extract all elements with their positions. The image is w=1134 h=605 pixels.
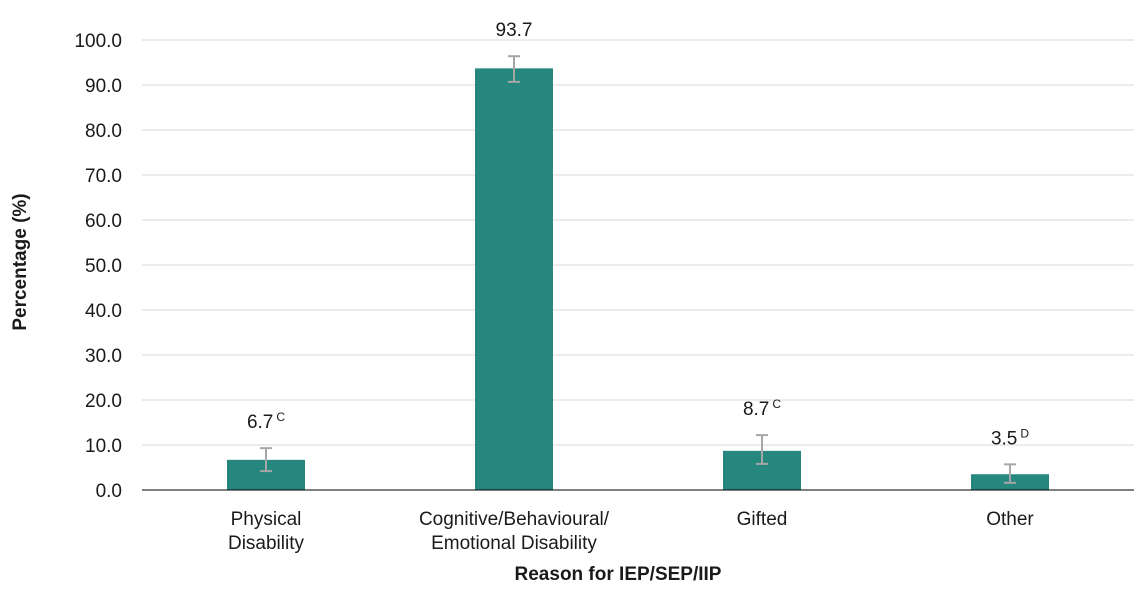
quality-flag: C (772, 397, 781, 411)
data-label: 3.5 D (991, 426, 1029, 449)
data-label: 8.7 C (743, 397, 781, 420)
y-tick-label: 90.0 (85, 76, 122, 97)
y-tick-label: 30.0 (85, 346, 122, 367)
error-bars (260, 55, 1016, 484)
y-tick-label: 70.0 (85, 166, 122, 187)
quality-flag: D (1020, 426, 1029, 440)
x-category-label: Physical (231, 509, 302, 530)
x-category-label: Emotional Disability (431, 533, 597, 554)
y-tick-label: 80.0 (85, 121, 122, 142)
data-label: 6.7 C (247, 410, 285, 433)
y-tick-label: 60.0 (85, 211, 122, 232)
gridlines (142, 39, 1134, 446)
bar (475, 68, 553, 490)
quality-flag: C (276, 410, 285, 424)
bars (227, 68, 1049, 490)
y-tick-label: 100.0 (74, 31, 122, 52)
x-axis-categories: Physical Disability Cognitive/Behavioural/… (228, 509, 1034, 554)
y-tick-label: 40.0 (85, 301, 122, 322)
data-label: 93.7 (496, 20, 533, 41)
y-tick-label: 50.0 (85, 256, 122, 277)
x-category-label: Cognitive/Behavioural/ (419, 509, 610, 530)
y-tick-label: 10.0 (85, 436, 122, 457)
y-tick-label: 20.0 (85, 391, 122, 412)
y-axis-title: Percentage (%) (10, 193, 31, 330)
x-axis-title: Reason for IEP/SEP/IIP (515, 564, 722, 585)
x-category-label: Gifted (737, 509, 788, 530)
x-category-label: Disability (228, 533, 305, 554)
y-tick-label: 0.0 (96, 481, 122, 502)
y-axis-ticks: 0.0 10.0 20.0 30.0 40.0 50.0 60.0 70.0 80.0 90.0 1… (74, 31, 122, 502)
x-category-label: Other (986, 509, 1034, 530)
